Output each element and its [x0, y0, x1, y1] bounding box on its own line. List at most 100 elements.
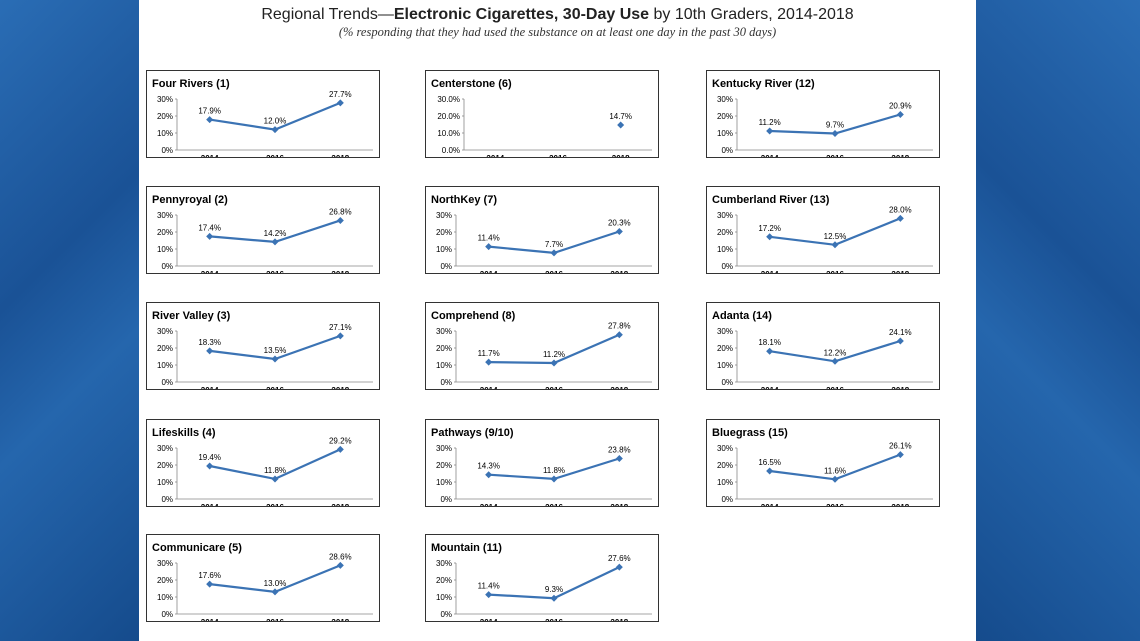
x-tick-label: 2016: [266, 503, 284, 506]
x-tick-label: 2014: [761, 154, 779, 157]
chart-panel-adanta-14: Adanta (14) 0% 10% 20% 30% 2014 2016 2018 18.1% 1…: [706, 302, 940, 390]
chart-title: Mountain (11): [431, 542, 502, 554]
y-tick-label: 20%: [157, 112, 173, 121]
data-point: [615, 563, 623, 571]
data-point: [271, 588, 279, 596]
chart-panel-centerstone-6: Centerstone (6) 0.0% 10.0% 20.0% 30.0% 2014 20…: [425, 70, 659, 158]
data-point: [206, 232, 214, 240]
line-chart: Pennyroyal (2) 0% 10% 20% 30% 2014 2016 2018 17.…: [152, 194, 373, 273]
x-tick-label: 2018: [891, 154, 909, 157]
data-point: [896, 214, 904, 222]
y-tick-label: 10%: [436, 478, 452, 487]
data-point: [485, 591, 493, 599]
chart-title: Pennyroyal (2): [152, 194, 228, 206]
x-tick-label: 2018: [891, 386, 909, 389]
chart-title: Adanta (14): [712, 310, 772, 322]
data-point: [206, 116, 214, 124]
y-tick-label: 20%: [157, 228, 173, 237]
y-tick-label: 0%: [161, 378, 173, 387]
data-label: 12.5%: [824, 232, 847, 241]
x-tick-label: 2014: [201, 270, 219, 273]
y-tick-label: 0%: [440, 378, 452, 387]
y-tick-label: 30%: [157, 559, 173, 568]
data-label: 11.4%: [478, 582, 500, 591]
data-label: 28.6%: [329, 552, 352, 561]
y-tick-label: 20%: [157, 461, 173, 470]
data-point: [206, 462, 214, 470]
title-bold: Electronic Cigarettes, 30-Day Use: [393, 6, 650, 23]
x-tick-label: 2016: [826, 386, 844, 389]
chart-title: River Valley (3): [152, 310, 231, 322]
chart-panel-northkey-7: NorthKey (7) 0% 10% 20% 30% 2014 2016 2018 11.4%…: [425, 186, 659, 274]
page-subtitle: (% responding that they had used the sub…: [338, 25, 777, 39]
y-tick-label: 20%: [436, 228, 452, 237]
line-chart: Comprehend (8) 0% 10% 20% 30% 2014 2016 2018 11.…: [431, 310, 652, 389]
data-label: 26.8%: [329, 207, 352, 216]
data-label: 20.3%: [608, 218, 631, 227]
data-label: 17.4%: [198, 223, 221, 232]
data-point: [485, 358, 493, 366]
y-tick-label: 0%: [161, 146, 173, 155]
chart-title: Four Rivers (1): [152, 78, 230, 90]
chart-panel-pennyroyal-2: Pennyroyal (2) 0% 10% 20% 30% 2014 2016 2018 17.…: [146, 186, 380, 274]
data-label: 14.3%: [477, 462, 500, 471]
chart-title: Kentucky River (12): [712, 78, 815, 90]
data-point: [336, 216, 344, 224]
data-label: 27.7%: [329, 90, 352, 99]
y-tick-label: 30%: [717, 444, 733, 453]
data-label: 18.1%: [758, 338, 781, 347]
data-label: 14.2%: [264, 229, 287, 238]
y-tick-label: 0%: [440, 610, 452, 619]
x-tick-label: 2018: [612, 154, 630, 157]
y-tick-label: 10%: [157, 478, 173, 487]
x-tick-label: 2014: [761, 503, 779, 506]
title-suffix: by 10th Graders, 2014-2018: [649, 6, 854, 23]
x-tick-label: 2016: [826, 270, 844, 273]
data-label: 24.1%: [889, 328, 912, 337]
chart-panel-river-valley-3: River Valley (3) 0% 10% 20% 30% 2014 2016 2018 1…: [146, 302, 380, 390]
y-tick-label: 10%: [717, 361, 733, 370]
data-label: 9.3%: [545, 585, 563, 594]
y-tick-label: 30%: [436, 444, 452, 453]
data-point: [271, 238, 279, 246]
y-tick-label: 20%: [717, 344, 733, 353]
x-tick-label: 2018: [891, 270, 909, 273]
x-tick-label: 2016: [545, 386, 563, 389]
title-prefix: Regional Trends—: [261, 6, 394, 23]
x-tick-label: 2016: [266, 270, 284, 273]
x-tick-label: 2018: [331, 503, 349, 506]
data-label: 17.2%: [758, 224, 781, 233]
data-label: 17.6%: [198, 571, 221, 580]
data-point: [896, 337, 904, 345]
data-point: [550, 359, 558, 367]
x-tick-label: 2016: [545, 270, 563, 273]
data-point: [336, 561, 344, 569]
x-tick-label: 2018: [331, 386, 349, 389]
chart-panel-bluegrass-15: Bluegrass (15) 0% 10% 20% 30% 2014 2016 2018 16.…: [706, 419, 940, 507]
y-tick-label: 30%: [717, 211, 733, 220]
data-point: [766, 127, 774, 135]
line-chart: Pathways (9/10) 0% 10% 20% 30% 2014 2016 2018 14…: [431, 427, 652, 506]
y-tick-label: 0%: [721, 378, 733, 387]
chart-panel-cumberland-river-13: Cumberland River (13) 0% 10% 20% 30% 2014 2016…: [706, 186, 940, 274]
chart-panel-pathways-9-10: Pathways (9/10) 0% 10% 20% 30% 2014 2016 2018 14…: [425, 419, 659, 507]
y-tick-label: 10%: [717, 129, 733, 138]
data-point: [336, 332, 344, 340]
data-point: [485, 243, 493, 251]
x-tick-label: 2018: [331, 618, 349, 621]
line-chart: Centerstone (6) 0.0% 10.0% 20.0% 30.0% 2014 20…: [431, 78, 652, 157]
y-tick-label: 20%: [157, 576, 173, 585]
line-chart: Mountain (11) 0% 10% 20% 30% 2014 2016 2018 11.4…: [431, 542, 652, 621]
y-tick-label: 30%: [436, 327, 452, 336]
chart-title: Comprehend (8): [431, 310, 516, 322]
y-tick-label: 20%: [157, 344, 173, 353]
data-point: [615, 331, 623, 339]
data-label: 28.0%: [889, 205, 912, 214]
x-tick-label: 2016: [549, 154, 567, 157]
y-tick-label: 30%: [436, 211, 452, 220]
y-tick-label: 20%: [717, 461, 733, 470]
x-tick-label: 2016: [545, 503, 563, 506]
y-tick-label: 10%: [157, 361, 173, 370]
y-tick-label: 30%: [717, 327, 733, 336]
chart-title: Centerstone (6): [431, 78, 512, 90]
